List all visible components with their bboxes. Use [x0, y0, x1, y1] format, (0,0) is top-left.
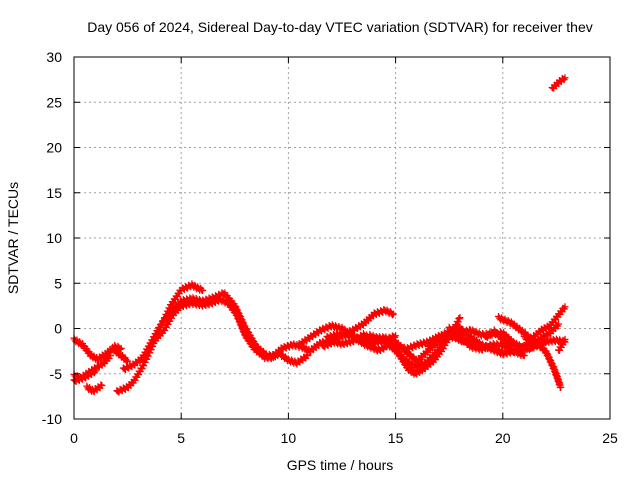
data-point	[507, 343, 515, 351]
series-arc-25	[555, 335, 569, 354]
data-point	[106, 352, 114, 360]
data-point	[507, 342, 515, 350]
data-point	[91, 367, 99, 375]
y-tick-label: 20	[46, 140, 62, 156]
data-point	[546, 325, 554, 332]
series-arc-26	[546, 325, 554, 332]
y-tick-label: 15	[46, 185, 62, 201]
y-tick-label: 30	[46, 49, 62, 65]
x-tick-label: 15	[388, 430, 404, 446]
data-point	[391, 333, 399, 341]
data-point	[124, 357, 132, 365]
data-point	[561, 74, 569, 82]
x-tick-label: 25	[602, 430, 618, 446]
x-axis-label: GPS time / hours	[287, 457, 394, 473]
data-point	[557, 383, 565, 391]
chart-title: Day 056 of 2024, Sidereal Day-to-day VTE…	[87, 19, 593, 35]
data-point	[199, 286, 207, 294]
series-arc-20	[482, 326, 515, 351]
data-point	[388, 311, 396, 319]
y-tick-label: 25	[46, 94, 62, 110]
y-tick-label: 5	[54, 275, 62, 291]
series-arc-8	[141, 294, 277, 363]
data-point	[389, 310, 397, 318]
data-point	[555, 320, 563, 328]
series-arc-18	[445, 323, 528, 360]
data-point	[117, 344, 125, 352]
series-arc-5	[111, 341, 125, 353]
x-tick-label: 5	[177, 430, 185, 446]
x-tick-label: 20	[495, 430, 511, 446]
data-point	[98, 382, 106, 390]
data-point	[304, 352, 312, 360]
x-tick-label: 10	[281, 430, 297, 446]
data-point	[561, 335, 569, 343]
series-arc-27	[548, 74, 569, 92]
data-point	[456, 314, 464, 322]
x-tick-label: 0	[70, 430, 78, 446]
data-series	[70, 74, 569, 396]
data-point	[116, 345, 124, 353]
y-tick-label: -5	[50, 366, 63, 382]
data-point	[520, 352, 528, 360]
y-axis-label: SDTVAR / TECUs	[5, 182, 21, 294]
y-tick-label: 10	[46, 230, 62, 246]
data-point	[561, 303, 569, 311]
series-arc-24	[520, 332, 569, 348]
y-tick-label: -10	[42, 411, 62, 427]
series-arc-10	[276, 349, 312, 368]
series-arc-4	[83, 381, 106, 396]
y-tick-label: 0	[54, 321, 62, 337]
axes: 0 5 10 15 20 25 -10 -5 0 5 10 15 20 25 30	[42, 49, 618, 446]
